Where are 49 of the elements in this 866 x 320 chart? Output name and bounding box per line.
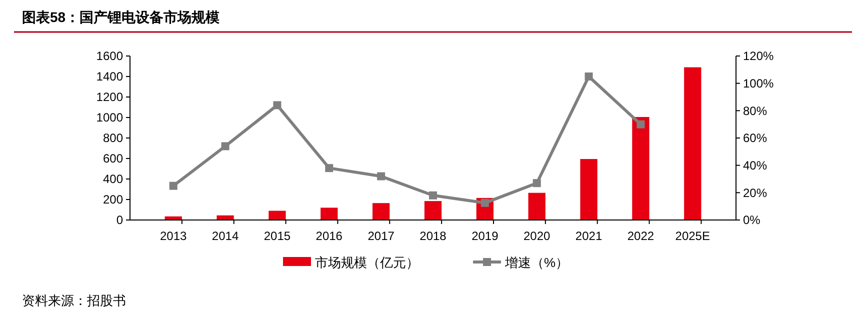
y2-tick-label: 120% xyxy=(743,49,774,64)
y-tick-label: 1000 xyxy=(96,110,124,125)
y-tick-label: 800 xyxy=(102,131,124,146)
x-tick-label: 2019 xyxy=(472,229,499,243)
y2-tick-label: 40% xyxy=(743,158,768,173)
point xyxy=(325,164,334,172)
bar xyxy=(320,208,338,220)
x-tick-label: 2022 xyxy=(627,229,654,243)
y-tick-label: 0 xyxy=(116,213,124,228)
x-tick-label: 2015 xyxy=(264,229,291,243)
bar xyxy=(268,210,286,220)
y-tick-label: 400 xyxy=(102,172,124,186)
text: 资料来源：招股书 xyxy=(22,293,126,308)
x-tick-label: 2018 xyxy=(420,229,447,243)
y-tick-label: 600 xyxy=(102,152,124,166)
point xyxy=(429,191,437,200)
legend-label: 增速（%） xyxy=(504,255,569,270)
y-tick-label: 200 xyxy=(102,192,124,207)
bar xyxy=(528,192,546,220)
bar xyxy=(684,67,702,220)
y2-tick-label: 80% xyxy=(743,104,768,118)
x-tick-label: 2017 xyxy=(368,229,395,243)
y2-tick-label: 0% xyxy=(743,213,761,228)
x-tick-label: 2013 xyxy=(160,229,188,243)
point xyxy=(221,142,230,150)
legend-label: 市场规模（亿元） xyxy=(315,255,419,270)
y-tick-label: 1200 xyxy=(96,90,124,104)
point xyxy=(584,72,593,80)
point xyxy=(377,172,386,180)
y-tick-label: 1400 xyxy=(96,70,124,84)
x-tick-label: 2025E xyxy=(675,229,710,243)
y-tick-label: 1600 xyxy=(96,49,124,64)
x-tick-label: 2020 xyxy=(524,229,551,243)
point xyxy=(636,120,645,128)
bar xyxy=(424,201,442,220)
point xyxy=(532,179,541,188)
bar xyxy=(580,159,598,220)
point xyxy=(169,182,178,190)
x-tick-label: 2021 xyxy=(575,229,602,243)
chart-title: 图表58：国产锂电设备市场规模 xyxy=(22,9,221,25)
x-tick-label: 2016 xyxy=(316,229,343,243)
y2-tick-label: 100% xyxy=(743,76,774,91)
bar xyxy=(372,203,390,220)
x-tick-label: 2014 xyxy=(212,229,239,243)
y2-tick-label: 60% xyxy=(743,131,768,146)
point xyxy=(480,198,489,207)
bar xyxy=(632,116,650,220)
point xyxy=(273,101,282,110)
y2-tick-label: 20% xyxy=(743,186,768,200)
